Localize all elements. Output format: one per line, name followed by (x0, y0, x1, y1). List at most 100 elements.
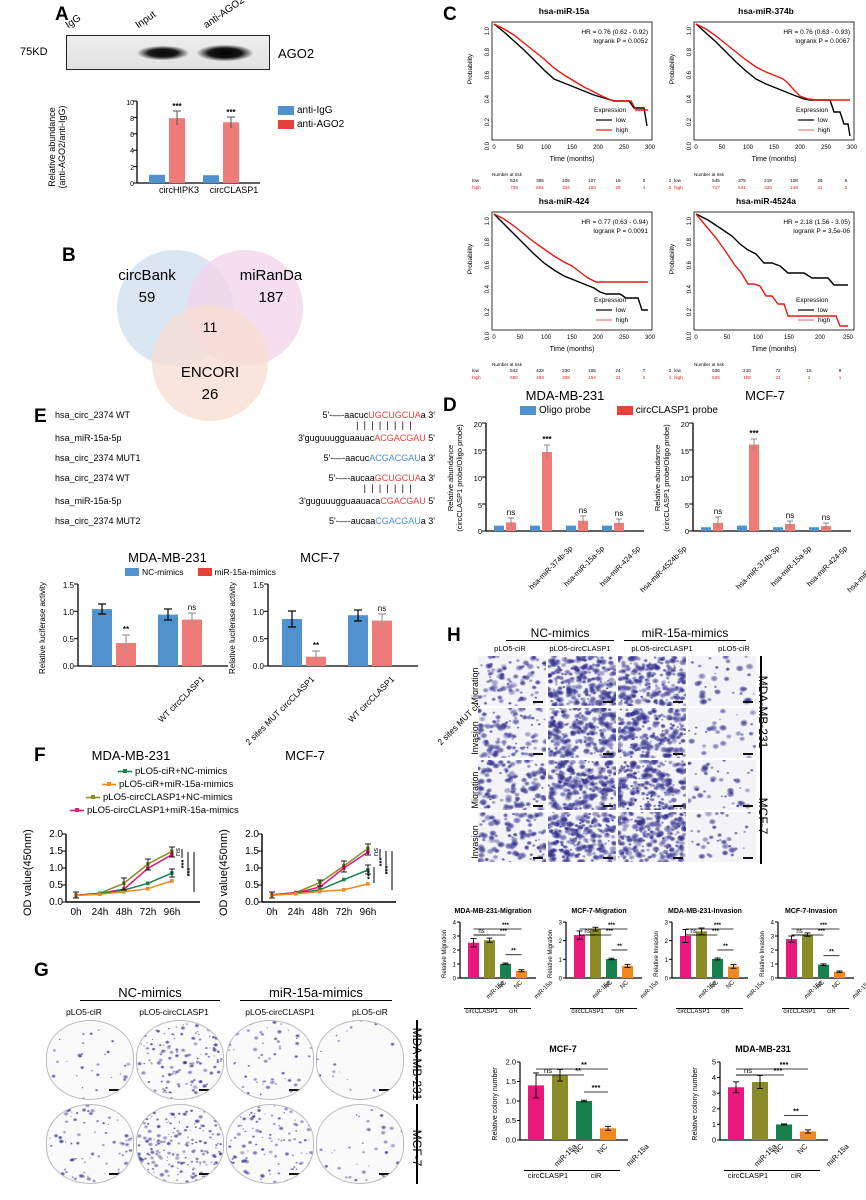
panel-h-colony-0-group-1: ciR (572, 1170, 620, 1180)
scale-bar (743, 753, 753, 755)
transwell-image-r0-c3 (688, 656, 756, 706)
panel-h-quant-title-2: MDA-MB-231-Invasion (668, 908, 742, 915)
svg-text:***: *** (377, 858, 386, 867)
svg-text:50: 50 (719, 145, 726, 151)
panel-d-title-mda: MDA-MB-231 (525, 388, 605, 403)
alignment-pairing-3: | | | | | | | (363, 483, 412, 493)
svg-text:**: ** (617, 944, 622, 950)
km-risk-row-high-1: 738 551 334 150 28 4 3 (510, 185, 672, 190)
panel-g-image-grid (46, 1020, 410, 1188)
svg-text:0: 0 (453, 977, 457, 983)
colony-well-r0-c3 (316, 1020, 404, 1100)
panel-f-title-mcf7: MCF-7 (285, 748, 325, 763)
alignment-row-0: hsa_circ_2374 WT 5'-—-aacucUGCUGCUAa 3' | |… (55, 408, 435, 431)
svg-text:ns: ns (507, 508, 515, 517)
legend-swatch-anti-ago2 (278, 120, 294, 129)
panel-f-chart-mda: OD value(450nm) 0.0 0.5 1.0 1.5 2.0 (22, 829, 222, 920)
svg-text:250: 250 (619, 335, 630, 341)
scale-bar (673, 857, 683, 859)
km-risk-high-label-3: high (472, 375, 481, 380)
panel-h-colony-1-group-1: ciR (772, 1170, 820, 1180)
panel-h-colony-1-group-0: circCLASP1 (724, 1170, 772, 1180)
colony-well-r1-c3 (316, 1104, 404, 1184)
svg-text:0.6: 0.6 (485, 70, 491, 79)
svg-text:1.5: 1.5 (506, 1077, 516, 1086)
panel-h-quant-1-bar-1 (590, 929, 601, 978)
venn-diagram (117, 250, 303, 421)
km-risk-row-high-2: 7175413201492132 (712, 185, 848, 190)
alignment-row-2: hsa_circ_2374 MUT1 5'-—-aacucACGACGAUa 3' (55, 451, 435, 471)
km-risk-high-label-4: high (674, 375, 683, 380)
legend-swatch-anti-igg (278, 106, 294, 115)
svg-text:***: *** (185, 868, 194, 877)
svg-text:6: 6 (130, 132, 134, 139)
panel-label-e: E (34, 406, 47, 427)
svg-text:0.4: 0.4 (485, 94, 491, 103)
svg-text:ns: ns (378, 604, 386, 613)
svg-text:0h: 0h (266, 907, 277, 918)
panel-h-quant-0-group-1: ciR (496, 1008, 531, 1015)
legend-marker-ciR-mir15a (102, 782, 116, 786)
legend-label-circclasp1-mir15a: pLO5-circCLASP1+miR-15a-mimics (87, 805, 239, 816)
panel-h-quant-0-group-0: circCLASP1 (464, 1008, 499, 1015)
svg-text:0.0: 0.0 (687, 141, 693, 150)
legend-item-oligo-probe: Oligo probe (520, 405, 591, 416)
panel-d-title-mcf7: MCF-7 (745, 388, 785, 403)
alignment-row-seq-0: 5'-—-aacucUGCUGCUAa 3' (322, 410, 435, 420)
svg-text:high: high (616, 127, 629, 134)
scale-bar (379, 1173, 395, 1175)
svg-text:250: 250 (843, 335, 854, 341)
scale-bar (533, 701, 543, 703)
svg-text:5: 5 (478, 501, 482, 510)
km-xlabel-2: Time (months) (752, 156, 797, 163)
venn-label-miranda: miRanDa (239, 267, 303, 284)
alignment-row-name-0: hsa_circ_2374 WT (55, 410, 131, 420)
svg-text:low: low (616, 307, 626, 314)
svg-text:0.4: 0.4 (485, 284, 491, 293)
svg-text:0: 0 (685, 527, 689, 536)
colony-well-r0-c1 (136, 1020, 224, 1100)
svg-text:ns: ns (822, 513, 830, 522)
alignment-row-seq-5: 5'-—-aucaaCGACGAUa 3' (329, 516, 435, 526)
svg-text:150: 150 (769, 145, 780, 151)
svg-text:1.0: 1.0 (687, 26, 693, 35)
svg-text:***: *** (502, 923, 510, 929)
transwell-image-r2-c0 (478, 760, 546, 810)
legend-label-anti-ago2: anti-AGO2 (297, 119, 345, 130)
svg-text:1.0: 1.0 (506, 1097, 516, 1106)
svg-text:***: *** (774, 1066, 783, 1075)
legend-swatch-circclasp1-probe (616, 406, 633, 415)
panel-a-xlabel-circhipk3: circHIPK3 (158, 185, 199, 195)
venn-count-encori: 26 (201, 386, 219, 403)
svg-text:0: 0 (665, 977, 669, 983)
svg-text:150: 150 (784, 335, 795, 341)
alignment-row-seq-1: 3'guguuugguaauacACGACGAU 5' (297, 433, 435, 443)
scale-bar (743, 701, 753, 703)
svg-text:1: 1 (453, 963, 457, 969)
panel-h-quant-2-group-1: ciR (708, 1008, 743, 1015)
panel-e-title-mcf7: MCF-7 (300, 550, 340, 565)
panel-a-xlabel-circclasp1: circCLASP1 (209, 185, 259, 195)
alignment-row-name-1: hsa_miR-15a-5p (55, 433, 122, 443)
svg-text:ns: ns (579, 506, 587, 515)
legend-label-ciR-mir15a: pLO5-ciR+miR-15a-mimics (119, 779, 234, 790)
svg-text:200: 200 (593, 335, 604, 341)
scale-bar (533, 857, 543, 859)
svg-text:0.5: 0.5 (245, 880, 259, 891)
alignment-row-seq-2: 5'-—-aacucACGACGAUa 3' (323, 453, 435, 463)
panel-d-mcf7-xlabel-3: hsa-miR-4524b-5p (845, 544, 866, 595)
scale-bar (199, 1173, 215, 1175)
transwell-image-r1-c0 (478, 708, 546, 758)
svg-text:***: *** (749, 429, 759, 438)
svg-text:200: 200 (815, 335, 826, 341)
colony-well-r1-c2 (226, 1104, 314, 1184)
panel-h-colony-0-svg: 0.00.51.01.52.0ns******* (506, 1058, 628, 1145)
legend-marker-circclasp1-mir15a (70, 808, 84, 812)
svg-text:***: *** (820, 923, 828, 929)
legend-item-anti-ago2: anti-AGO2 (278, 119, 344, 130)
svg-text:0.6: 0.6 (687, 260, 693, 269)
svg-text:***: *** (383, 866, 392, 875)
panel-h-image-grid (478, 656, 758, 864)
panel-g-col-label-3: pLO5-ciR (352, 1007, 388, 1017)
